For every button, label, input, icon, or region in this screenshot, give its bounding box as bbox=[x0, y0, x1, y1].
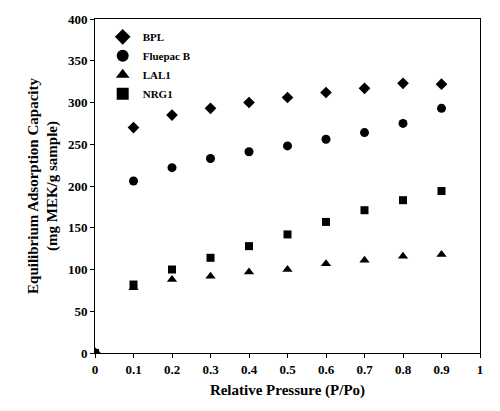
svg-text:250: 250 bbox=[68, 137, 88, 152]
svg-text:0.6: 0.6 bbox=[318, 362, 335, 377]
svg-text:LAL1: LAL1 bbox=[143, 69, 171, 81]
svg-text:150: 150 bbox=[68, 220, 88, 235]
svg-text:0.7: 0.7 bbox=[356, 362, 373, 377]
svg-text:0.4: 0.4 bbox=[241, 362, 258, 377]
svg-text:BPL: BPL bbox=[143, 31, 164, 43]
svg-text:0.2: 0.2 bbox=[164, 362, 180, 377]
svg-text:300: 300 bbox=[68, 95, 88, 110]
svg-text:100: 100 bbox=[68, 262, 88, 277]
svg-text:0: 0 bbox=[92, 362, 99, 377]
svg-text:400: 400 bbox=[68, 12, 88, 27]
svg-text:Fluepac B: Fluepac B bbox=[143, 50, 191, 62]
svg-text:350: 350 bbox=[68, 53, 88, 68]
svg-text:Equilibrium Adsorption Capacit: Equilibrium Adsorption Capacity(mg MEK/g… bbox=[25, 78, 62, 294]
svg-text:0: 0 bbox=[81, 346, 88, 361]
svg-text:0.8: 0.8 bbox=[395, 362, 412, 377]
svg-text:NRG1: NRG1 bbox=[143, 88, 173, 100]
svg-text:0.9: 0.9 bbox=[433, 362, 450, 377]
svg-text:200: 200 bbox=[68, 179, 88, 194]
svg-text:0.1: 0.1 bbox=[125, 362, 141, 377]
svg-text:1: 1 bbox=[477, 362, 484, 377]
svg-text:0.5: 0.5 bbox=[279, 362, 296, 377]
svg-text:Relative Pressure (P/Po): Relative Pressure (P/Po) bbox=[210, 382, 365, 399]
svg-text:50: 50 bbox=[74, 304, 87, 319]
svg-text:0.3: 0.3 bbox=[202, 362, 219, 377]
